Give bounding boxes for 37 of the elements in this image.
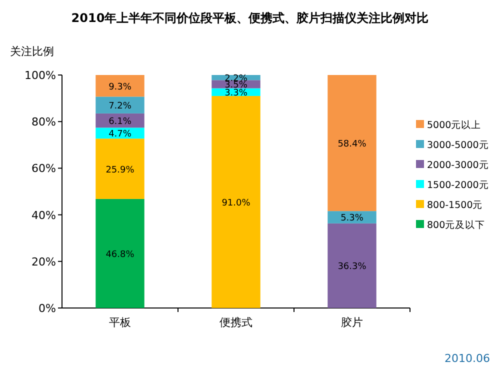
- bar: [328, 223, 376, 308]
- y-tick-label: 100%: [24, 69, 56, 82]
- legend-label: 3000-5000元: [427, 140, 489, 151]
- data-label: 36.3%: [338, 262, 367, 272]
- data-label: 25.9%: [106, 165, 135, 176]
- data-label: 58.4%: [338, 140, 367, 150]
- data-label: 91.0%: [222, 198, 251, 208]
- x-tick-label: 便携式: [220, 316, 252, 329]
- legend-label: 2000-3000元: [427, 160, 489, 171]
- x-tick-label: 平板: [109, 316, 131, 329]
- y-tick-label: 80%: [32, 116, 56, 129]
- y-tick-label: 20%: [32, 255, 56, 268]
- data-label: 46.8%: [106, 250, 135, 260]
- legend-label: 800-1500元: [427, 200, 483, 211]
- data-label: 5.3%: [340, 214, 364, 224]
- data-label: 7.2%: [108, 102, 132, 112]
- text: 2010.06: [444, 352, 490, 365]
- legend-label: 800元及以下: [427, 219, 486, 231]
- bar: [96, 138, 144, 199]
- bar: [328, 75, 376, 212]
- y-axis-title: 关注比例: [10, 45, 54, 58]
- data-label: 9.3%: [108, 82, 132, 92]
- data-label: 6.1%: [108, 117, 132, 128]
- data-label: 4.7%: [108, 130, 132, 140]
- bar: [96, 75, 144, 97]
- x-tick-label: 胶片: [341, 316, 363, 329]
- data-label: 3.3%: [224, 88, 248, 99]
- legend-label: 5000元以上: [427, 119, 482, 131]
- chart-title: 2010年上半年不同价位段平板、便携式、胶片扫描仪关注比例对比: [71, 11, 429, 25]
- bar: [96, 198, 144, 308]
- bar: [328, 211, 376, 224]
- bar: [212, 96, 260, 308]
- legend-label: 1500-2000元: [427, 180, 489, 191]
- y-tick-label: 0%: [38, 302, 56, 315]
- y-tick-label: 60%: [32, 162, 56, 176]
- y-tick-label: 40%: [32, 208, 56, 222]
- bar: [96, 96, 144, 114]
